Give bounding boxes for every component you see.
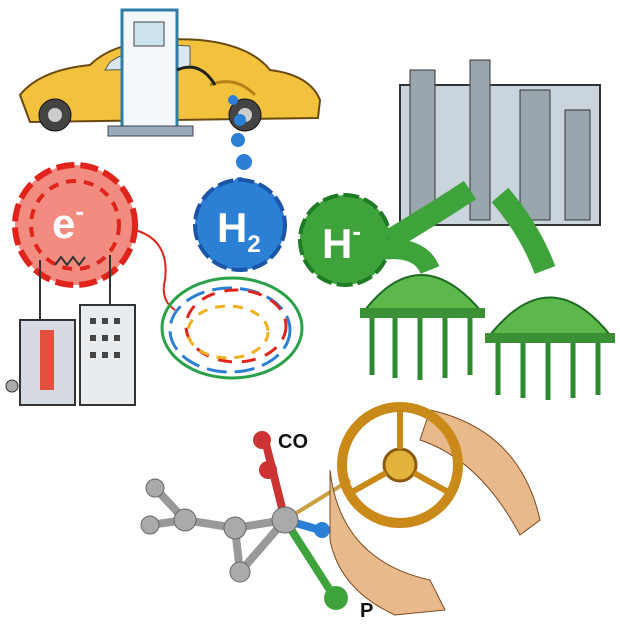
label-base: H — [322, 220, 352, 267]
label-base: e — [52, 200, 75, 247]
illustration: e- H2 H- — [0, 0, 620, 624]
label-sup: - — [75, 196, 84, 226]
label-base: H — [217, 204, 247, 251]
tangle-ball — [162, 278, 302, 378]
molecule — [141, 431, 350, 610]
storage-tanks — [360, 275, 615, 400]
label-sub: 2 — [247, 231, 260, 258]
co-label: CO — [278, 431, 308, 453]
steering-wheel — [330, 407, 540, 615]
factory — [380, 60, 600, 270]
label-sup: - — [352, 216, 361, 246]
p-label: P — [360, 600, 373, 622]
